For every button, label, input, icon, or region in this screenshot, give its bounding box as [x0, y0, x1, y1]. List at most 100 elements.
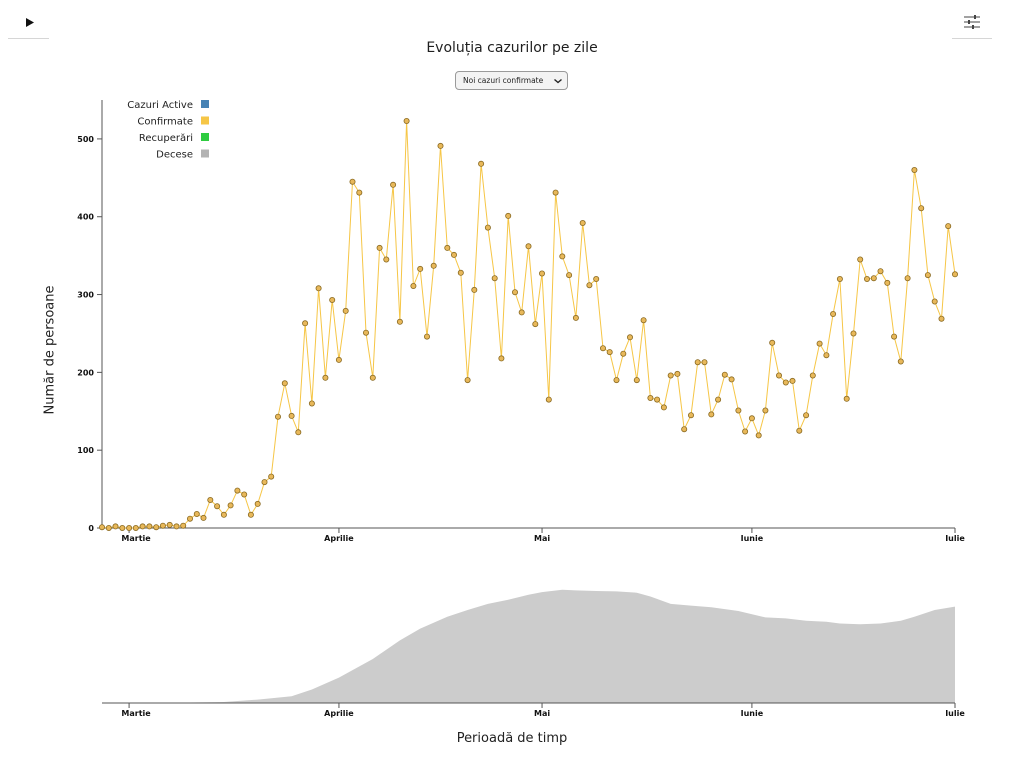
data-point[interactable] — [491, 275, 498, 282]
data-point[interactable] — [938, 315, 945, 322]
data-point[interactable] — [843, 395, 850, 402]
data-point[interactable] — [450, 251, 457, 258]
data-point[interactable] — [146, 523, 153, 530]
data-point[interactable] — [688, 412, 695, 419]
data-point[interactable] — [99, 524, 106, 531]
data-point[interactable] — [721, 371, 728, 378]
data-point[interactable] — [241, 491, 248, 498]
data-point[interactable] — [207, 496, 214, 503]
data-point[interactable] — [200, 514, 207, 521]
data-point[interactable] — [715, 396, 722, 403]
data-point[interactable] — [857, 256, 864, 263]
data-point[interactable] — [816, 340, 823, 347]
data-point[interactable] — [403, 118, 410, 125]
data-point[interactable] — [660, 404, 667, 411]
data-point[interactable] — [302, 320, 309, 327]
data-point[interactable] — [288, 412, 295, 419]
data-point[interactable] — [769, 339, 776, 346]
data-point[interactable] — [559, 253, 566, 260]
data-point[interactable] — [186, 515, 193, 522]
data-point[interactable] — [606, 349, 613, 356]
data-point[interactable] — [132, 525, 139, 532]
data-point[interactable] — [329, 296, 336, 303]
data-point[interactable] — [796, 427, 803, 434]
data-point[interactable] — [444, 244, 451, 251]
data-point[interactable] — [850, 330, 857, 337]
data-point[interactable] — [180, 522, 187, 529]
data-point[interactable] — [545, 396, 552, 403]
data-point[interactable] — [566, 272, 573, 279]
data-point[interactable] — [457, 269, 464, 276]
data-point[interactable] — [356, 189, 363, 196]
data-point[interactable] — [952, 271, 959, 278]
data-point[interactable] — [532, 321, 539, 328]
data-point[interactable] — [396, 318, 403, 325]
data-point[interactable] — [410, 282, 417, 289]
data-point[interactable] — [119, 525, 126, 532]
data-point[interactable] — [173, 523, 180, 530]
data-point[interactable] — [918, 205, 925, 212]
data-point[interactable] — [484, 224, 491, 231]
data-point[interactable] — [572, 314, 579, 321]
data-point[interactable] — [924, 272, 931, 279]
data-point[interactable] — [586, 282, 593, 289]
data-point[interactable] — [647, 394, 654, 401]
data-point[interactable] — [471, 286, 478, 293]
data-point[interactable] — [376, 244, 383, 251]
data-point[interactable] — [884, 279, 891, 286]
data-point[interactable] — [166, 521, 173, 528]
data-point[interactable] — [227, 502, 234, 509]
data-point[interactable] — [911, 166, 918, 173]
data-point[interactable] — [803, 412, 810, 419]
data-point[interactable] — [891, 333, 898, 340]
data-point[interactable] — [708, 411, 715, 418]
data-point[interactable] — [417, 265, 424, 272]
data-point[interactable] — [552, 189, 559, 196]
confirmed-series-points[interactable] — [99, 118, 959, 532]
data-point[interactable] — [809, 372, 816, 379]
data-point[interactable] — [437, 142, 444, 149]
data-point[interactable] — [464, 377, 471, 384]
data-point[interactable] — [836, 275, 843, 282]
data-point[interactable] — [362, 329, 369, 336]
data-point[interactable] — [261, 479, 268, 486]
data-point[interactable] — [701, 359, 708, 366]
data-point[interactable] — [193, 510, 200, 517]
data-point[interactable] — [620, 350, 627, 357]
data-point[interactable] — [308, 400, 315, 407]
data-point[interactable] — [274, 413, 281, 420]
data-point[interactable] — [518, 309, 525, 316]
data-point[interactable] — [315, 285, 322, 292]
data-point[interactable] — [478, 160, 485, 167]
data-point[interactable] — [349, 178, 356, 185]
data-point[interactable] — [681, 426, 688, 433]
data-point[interactable] — [234, 487, 241, 494]
data-point[interactable] — [512, 289, 519, 296]
data-point[interactable] — [613, 377, 620, 384]
data-point[interactable] — [525, 243, 532, 250]
data-point[interactable] — [322, 374, 329, 381]
data-point[interactable] — [153, 524, 160, 531]
data-point[interactable] — [159, 522, 166, 529]
data-point[interactable] — [823, 352, 830, 359]
data-point[interactable] — [674, 370, 681, 377]
data-point[interactable] — [782, 379, 789, 386]
data-point[interactable] — [762, 407, 769, 414]
data-point[interactable] — [105, 525, 112, 532]
data-point[interactable] — [112, 523, 119, 530]
data-point[interactable] — [268, 473, 275, 480]
data-point[interactable] — [220, 511, 227, 518]
data-point[interactable] — [383, 256, 390, 263]
data-point[interactable] — [342, 307, 349, 314]
data-point[interactable] — [870, 275, 877, 282]
data-point[interactable] — [728, 376, 735, 383]
data-point[interactable] — [748, 415, 755, 422]
data-point[interactable] — [126, 525, 133, 532]
data-point[interactable] — [735, 407, 742, 414]
data-point[interactable] — [335, 356, 342, 363]
data-point[interactable] — [579, 219, 586, 226]
play-button[interactable] — [8, 14, 49, 39]
data-point[interactable] — [694, 359, 701, 366]
data-point[interactable] — [423, 333, 430, 340]
